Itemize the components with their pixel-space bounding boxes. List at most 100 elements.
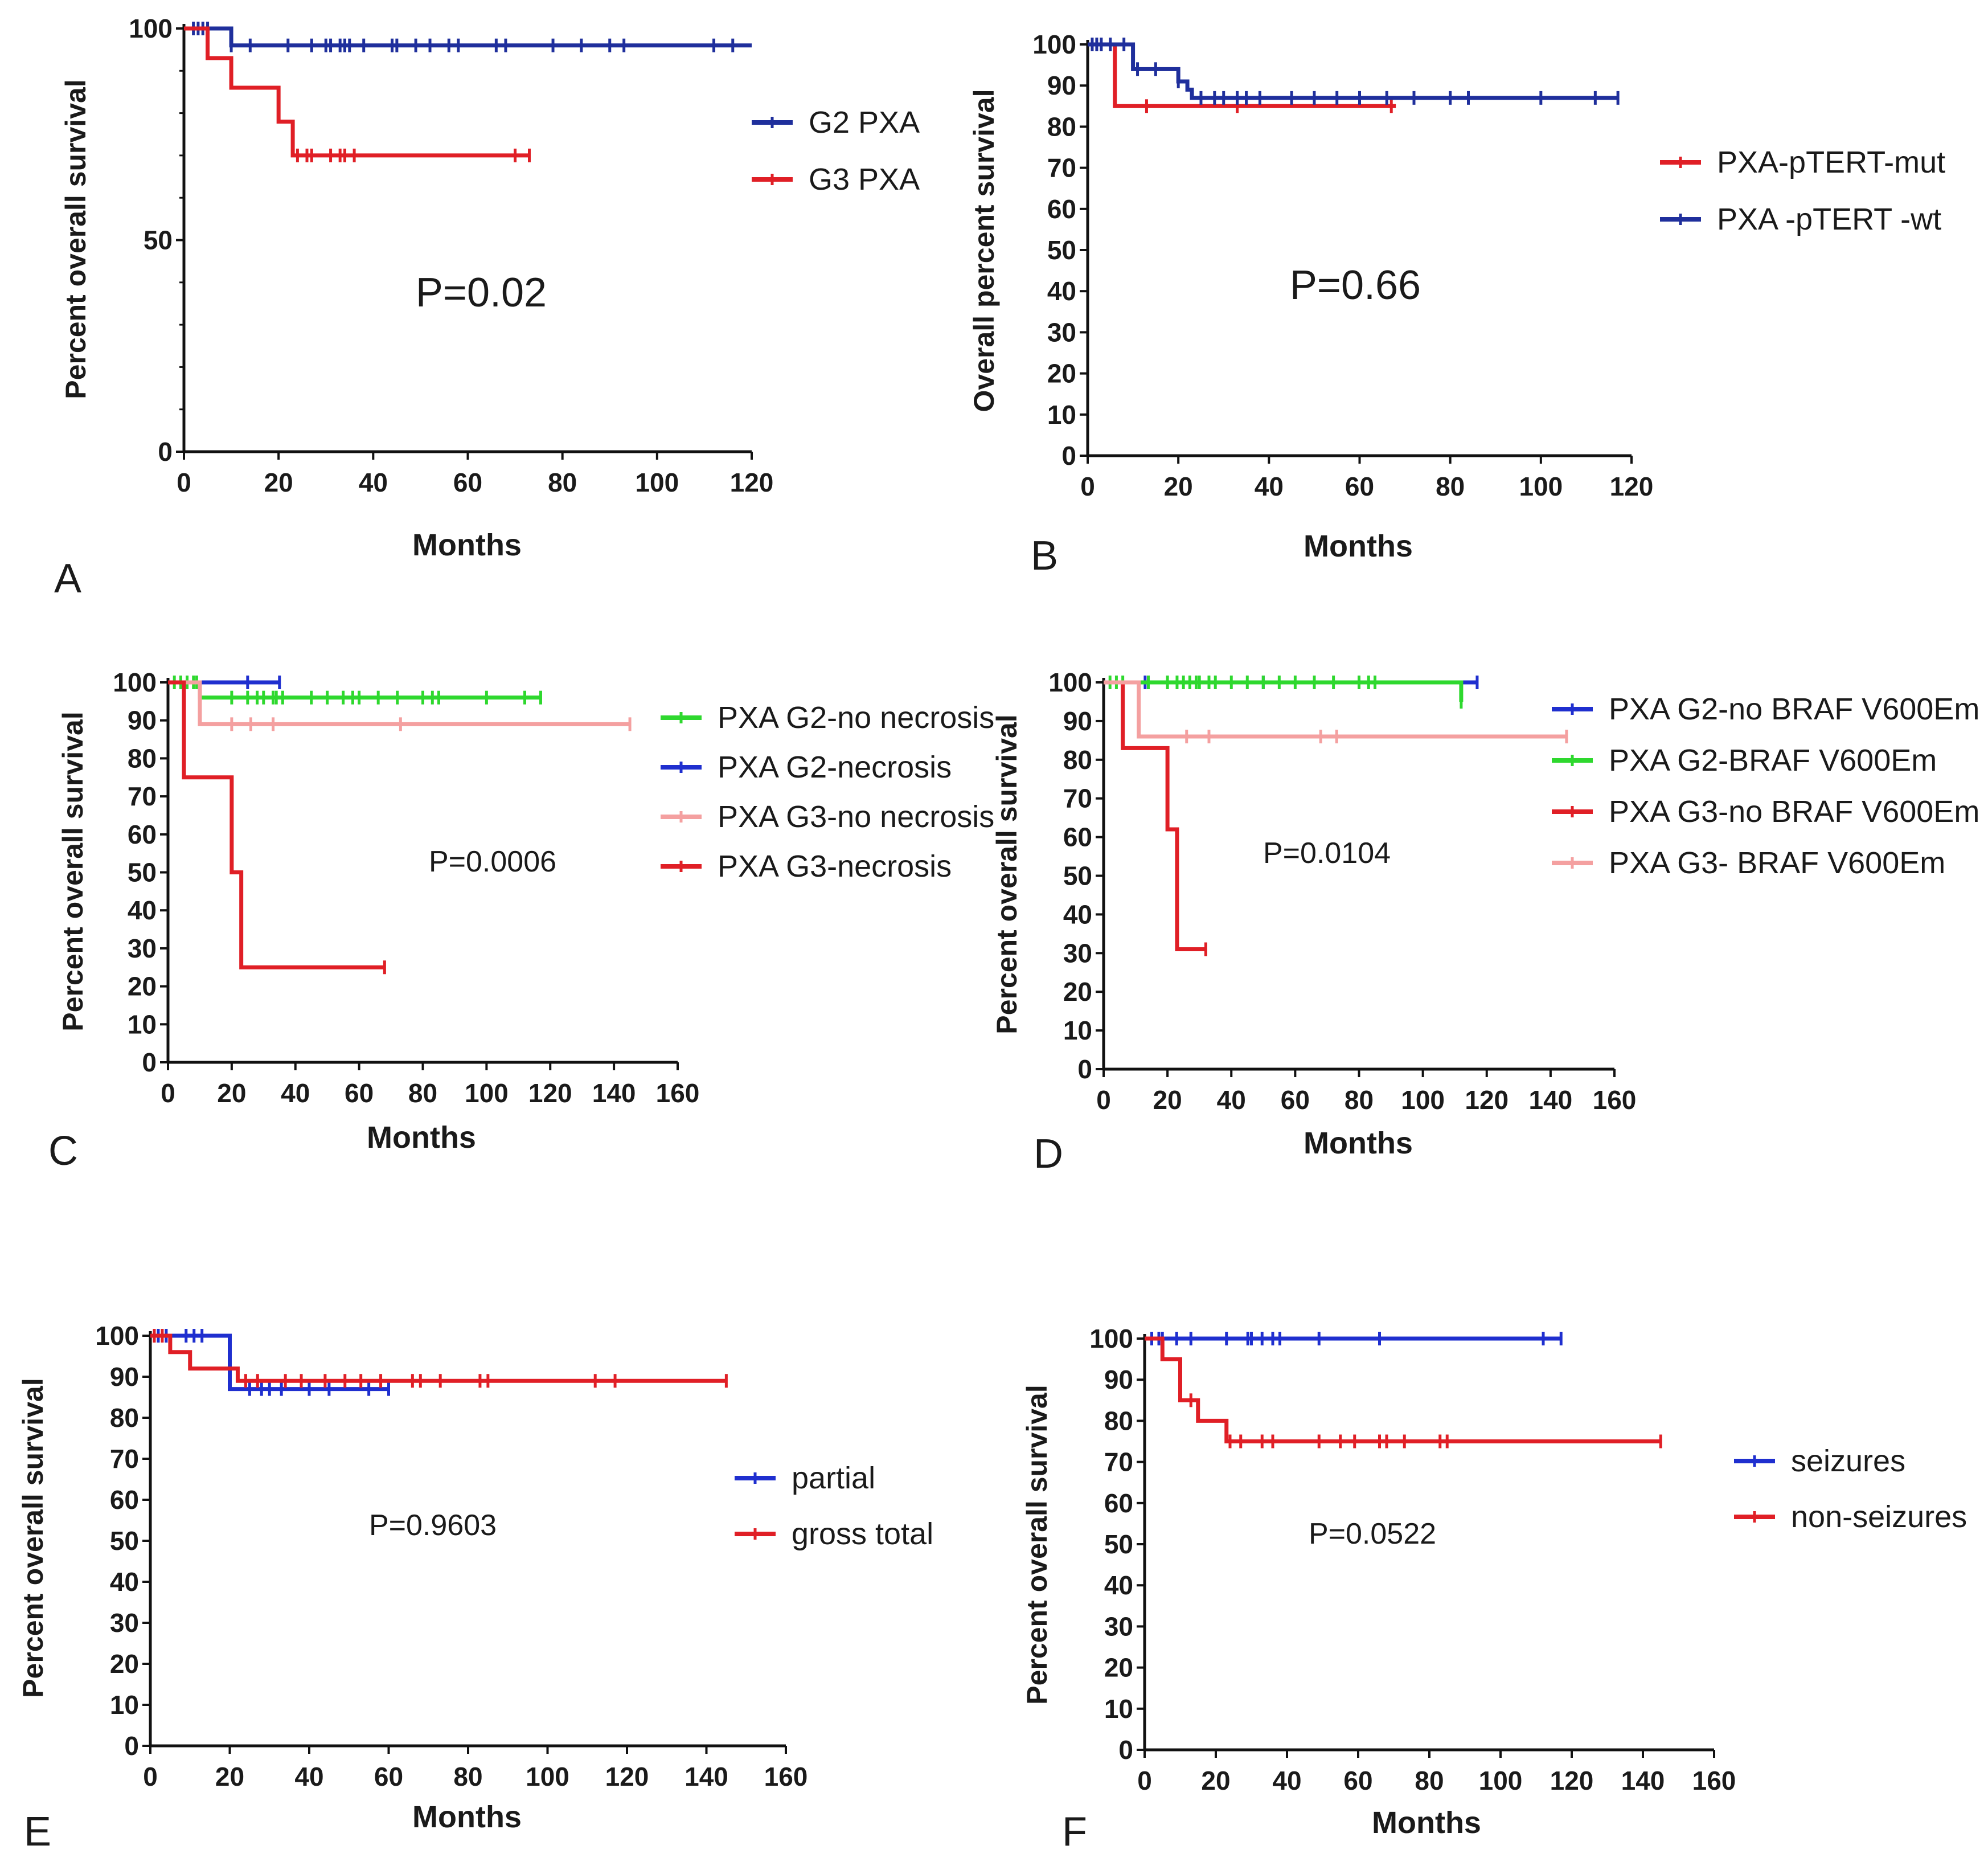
x-tick-label: 80	[1345, 1085, 1374, 1115]
panel-a-survival-chart: 0 50 100 0 20 40 60 80 100 120 Months Percent overa…	[54, 14, 920, 602]
x-tick-label: 40	[359, 468, 388, 497]
y-tick-label: 50	[144, 226, 173, 255]
y-tick-label: 0	[142, 1048, 157, 1077]
series-line-g2-pxa	[184, 26, 752, 48]
x-tick-label: 120	[528, 1078, 572, 1108]
legend-label: PXA-pTERT-mut	[1717, 145, 1945, 179]
series-line-pxa-g2-braf-v600em	[1104, 680, 1464, 702]
y-tick-label: 90	[1047, 71, 1076, 100]
series-line-g3-pxa	[184, 26, 530, 158]
y-tick-label: 70	[1063, 784, 1092, 813]
x-tick-label: 60	[1345, 472, 1374, 501]
legend-label: partial	[792, 1461, 875, 1495]
y-tick-label: 80	[1063, 745, 1092, 775]
x-tick-label: 140	[684, 1762, 728, 1791]
y-tick-label: 60	[1104, 1488, 1133, 1518]
x-tick-label: 80	[453, 1762, 482, 1791]
panel-letter: B	[1031, 533, 1058, 579]
series-line-pxa-g3-no-braf-v600em	[1104, 680, 1206, 952]
x-tick-label: 0	[177, 468, 191, 497]
panel-d-survival-chart: 0 10 20 30 40 50 60 70 80 90 100 0 20 40 60 80 100 120 140…	[991, 668, 1979, 1177]
legend-label: non-seizures	[1791, 1500, 1967, 1534]
y-tick-label: 20	[128, 972, 157, 1001]
x-tick-label: 0	[161, 1078, 175, 1108]
y-tick-label: 0	[1077, 1054, 1092, 1084]
x-tick-label: 20	[1201, 1766, 1230, 1795]
legend-label: PXA G3- BRAF V600Em	[1609, 846, 1945, 880]
x-tick-label: 160	[764, 1762, 808, 1791]
x-tick-label: 0	[1096, 1085, 1111, 1115]
x-tick-label: 60	[1281, 1085, 1310, 1115]
y-tick-label: 90	[1063, 706, 1092, 736]
legend-label: gross total	[792, 1517, 933, 1551]
series-line-gross-total	[150, 1333, 727, 1383]
y-tick-label: 70	[128, 781, 157, 811]
x-tick-label: 40	[1217, 1085, 1246, 1115]
y-axis-label: Percent overall survival	[991, 714, 1023, 1034]
p-value-label: P=0.66	[1290, 263, 1421, 308]
legend-label: PXA G2-no BRAF V600Em	[1609, 692, 1979, 726]
x-axis-label: Months	[412, 1800, 522, 1834]
series-line-pxa-g2-no-necrosis	[168, 680, 541, 700]
panel-letter: E	[24, 1809, 51, 1855]
y-tick-label: 50	[1047, 235, 1076, 265]
panel-letter: C	[48, 1128, 78, 1174]
x-tick-label: 60	[374, 1762, 403, 1791]
y-tick-label: 100	[1048, 668, 1092, 697]
panel-b-survival-chart: 0 10 20 30 40 50 60 70 80 90 100 0 20 40 60 80 100 120 Mon…	[968, 30, 1945, 579]
y-tick-label: 20	[1063, 977, 1092, 1006]
y-tick-label: 10	[1063, 1016, 1092, 1045]
y-tick-label: 30	[1104, 1611, 1133, 1641]
y-tick-label: 70	[1047, 153, 1076, 183]
p-value-label: P=0.02	[416, 270, 547, 316]
x-tick-label: 100	[1479, 1766, 1523, 1795]
x-tick-label: 160	[656, 1078, 700, 1108]
legend-label: seizures	[1791, 1444, 1905, 1478]
x-tick-label: 0	[1137, 1766, 1152, 1795]
y-tick-label: 30	[1047, 317, 1076, 347]
x-axis-label: Months	[1304, 1126, 1413, 1160]
legend-label: PXA G3-necrosis	[718, 849, 952, 883]
y-tick-label: 20	[1104, 1653, 1133, 1683]
y-tick-label: 20	[110, 1649, 139, 1679]
y-tick-label: 10	[110, 1690, 139, 1720]
y-tick-label: 0	[158, 437, 173, 467]
x-tick-label: 20	[215, 1762, 244, 1791]
x-tick-label: 100	[1401, 1085, 1445, 1115]
x-tick-label: 0	[1080, 472, 1095, 501]
y-tick-label: 70	[110, 1444, 139, 1474]
y-tick-label: 90	[128, 706, 157, 735]
legend-label: PXA G2-necrosis	[718, 750, 952, 784]
x-tick-label: 20	[1153, 1085, 1182, 1115]
y-tick-label: 40	[1104, 1570, 1133, 1600]
series-line-pxa-g3-braf-v600em	[1104, 680, 1567, 739]
y-tick-label: 50	[110, 1526, 139, 1556]
y-tick-label: 40	[1063, 899, 1092, 929]
y-tick-label: 10	[1104, 1694, 1133, 1724]
x-tick-label: 140	[1529, 1085, 1573, 1115]
x-axis-label: Months	[367, 1120, 476, 1155]
y-tick-label: 60	[1047, 194, 1076, 224]
y-tick-label: 90	[110, 1362, 139, 1392]
panel-letter: F	[1062, 1809, 1087, 1855]
y-tick-label: 80	[1104, 1406, 1133, 1435]
x-tick-label: 120	[1610, 472, 1654, 501]
y-tick-label: 0	[1061, 441, 1076, 470]
y-tick-label: 40	[110, 1567, 139, 1597]
y-tick-label: 0	[1118, 1735, 1133, 1765]
panel-c-survival-chart: 0 10 20 30 40 50 60 70 80 90 100 0 20 40 60 80 100 120 140…	[48, 668, 994, 1174]
x-tick-label: 100	[1519, 472, 1563, 501]
y-tick-label: 20	[1047, 359, 1076, 388]
y-tick-label: 40	[128, 895, 157, 925]
legend-label: PXA G3-no BRAF V600Em	[1609, 795, 1979, 829]
p-value-label: P=0.0006	[429, 845, 556, 878]
x-tick-label: 60	[453, 468, 482, 497]
x-tick-label: 40	[1272, 1766, 1301, 1795]
x-tick-label: 60	[345, 1078, 374, 1108]
x-tick-label: 20	[264, 468, 293, 497]
y-tick-label: 80	[110, 1403, 139, 1433]
y-axis-label: Percent overall survival	[1021, 1385, 1053, 1704]
legend-label: PXA G2-BRAF V600Em	[1609, 743, 1937, 778]
x-tick-label: 100	[526, 1762, 569, 1791]
x-tick-label: 20	[1164, 472, 1193, 501]
